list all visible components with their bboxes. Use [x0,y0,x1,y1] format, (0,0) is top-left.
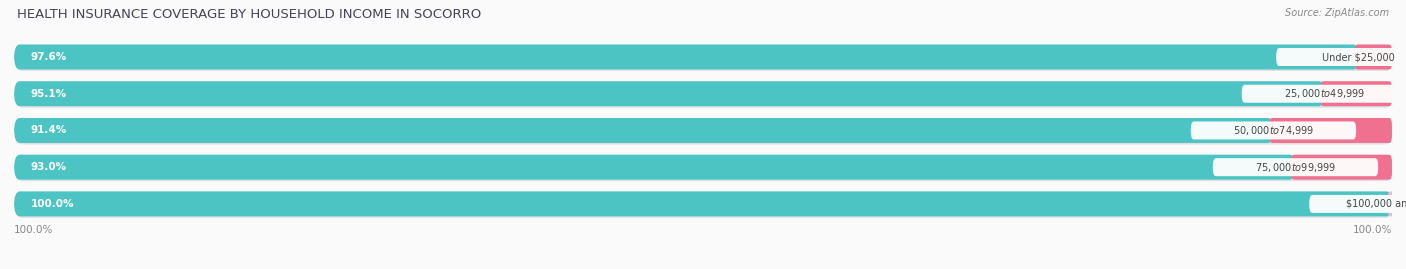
FancyBboxPatch shape [1277,48,1406,66]
FancyBboxPatch shape [1388,192,1406,216]
Text: HEALTH INSURANCE COVERAGE BY HOUSEHOLD INCOME IN SOCORRO: HEALTH INSURANCE COVERAGE BY HOUSEHOLD I… [17,8,481,21]
FancyBboxPatch shape [14,192,1392,216]
FancyBboxPatch shape [1320,81,1392,106]
Text: Source: ZipAtlas.com: Source: ZipAtlas.com [1285,8,1389,18]
Text: Under $25,000: Under $25,000 [1323,52,1395,62]
FancyBboxPatch shape [1355,44,1392,69]
FancyBboxPatch shape [15,46,1392,71]
FancyBboxPatch shape [15,82,1392,108]
FancyBboxPatch shape [14,192,1392,216]
FancyBboxPatch shape [14,155,1295,180]
FancyBboxPatch shape [14,81,1324,106]
FancyBboxPatch shape [14,44,1358,69]
FancyBboxPatch shape [1291,155,1392,180]
Text: 100.0%: 100.0% [1353,225,1392,235]
FancyBboxPatch shape [1213,158,1378,176]
FancyBboxPatch shape [1241,85,1406,103]
Text: 93.0%: 93.0% [31,162,66,172]
FancyBboxPatch shape [15,119,1392,144]
FancyBboxPatch shape [14,81,1392,106]
FancyBboxPatch shape [14,118,1392,143]
FancyBboxPatch shape [1270,118,1392,143]
FancyBboxPatch shape [14,44,1392,69]
Text: $100,000 and over: $100,000 and over [1346,199,1406,209]
FancyBboxPatch shape [14,155,1392,180]
Text: 95.1%: 95.1% [31,89,66,99]
Text: $75,000 to $99,999: $75,000 to $99,999 [1256,161,1336,174]
FancyBboxPatch shape [15,156,1392,181]
Text: 100.0%: 100.0% [14,225,53,235]
FancyBboxPatch shape [15,193,1392,218]
Text: 97.6%: 97.6% [31,52,67,62]
FancyBboxPatch shape [1191,122,1357,139]
Text: $50,000 to $74,999: $50,000 to $74,999 [1233,124,1315,137]
FancyBboxPatch shape [1309,195,1406,213]
FancyBboxPatch shape [14,118,1274,143]
Text: 91.4%: 91.4% [31,125,67,136]
Text: $25,000 to $49,999: $25,000 to $49,999 [1284,87,1365,100]
Text: 100.0%: 100.0% [31,199,75,209]
